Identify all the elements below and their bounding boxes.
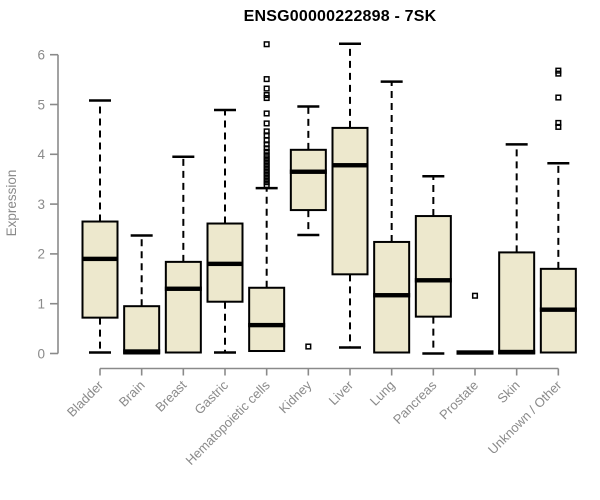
y-tick-label: 5 bbox=[37, 97, 45, 112]
x-tick-label: Unknown / Other bbox=[485, 377, 565, 457]
x-tick-label: Skin bbox=[494, 378, 522, 406]
x-tick-label: Liver bbox=[326, 377, 357, 408]
x-tick-label: Kidney bbox=[276, 377, 315, 416]
median-line bbox=[164, 286, 202, 291]
outlier-point bbox=[263, 128, 270, 135]
y-tick-label: 1 bbox=[37, 297, 45, 312]
x-tick-label: Brain bbox=[116, 378, 148, 410]
outlier-point bbox=[471, 292, 479, 299]
y-tick-label: 3 bbox=[37, 197, 45, 212]
median-line bbox=[414, 278, 452, 283]
x-tick-label: Breast bbox=[152, 377, 189, 414]
box-hematopoietic-cells bbox=[248, 286, 286, 353]
box-skin bbox=[498, 251, 536, 355]
outlier-point bbox=[263, 148, 270, 155]
y-axis-title: Expression bbox=[4, 170, 19, 237]
median-line bbox=[248, 322, 286, 328]
outlier-point bbox=[263, 152, 270, 159]
outlier-point bbox=[263, 137, 270, 144]
outlier-point bbox=[305, 343, 312, 350]
outlier-point bbox=[555, 94, 562, 101]
outlier-point bbox=[555, 67, 562, 74]
box-pancreas bbox=[414, 215, 452, 318]
box-kidney bbox=[289, 148, 327, 212]
x-tick-label: Lung bbox=[367, 378, 398, 409]
outlier-point bbox=[555, 119, 562, 126]
x-tick-label: Prostate bbox=[436, 378, 481, 423]
y-tick-label: 0 bbox=[37, 346, 45, 361]
x-tick-label: Bladder bbox=[64, 377, 107, 420]
median-line bbox=[498, 349, 536, 355]
y-tick-label: 2 bbox=[37, 247, 45, 262]
y-tick-label: 6 bbox=[37, 48, 45, 63]
median-line bbox=[456, 350, 494, 355]
outlier-point bbox=[263, 91, 270, 99]
outlier-point bbox=[263, 120, 270, 127]
median-line bbox=[123, 349, 161, 354]
median-line bbox=[206, 261, 244, 267]
box-bladder bbox=[81, 220, 119, 319]
outlier-point bbox=[263, 41, 270, 48]
y-tick-label: 4 bbox=[37, 147, 45, 162]
box-liver bbox=[331, 126, 369, 276]
outlier-point bbox=[263, 110, 270, 117]
median-line bbox=[289, 169, 327, 174]
x-tick-label: Gastric bbox=[191, 377, 231, 417]
median-line bbox=[81, 256, 119, 262]
chart-title: ENSG00000222898 - 7SK bbox=[243, 8, 437, 25]
x-tick-label: Pancreas bbox=[390, 377, 440, 427]
box-brain bbox=[123, 305, 161, 355]
median-line bbox=[373, 293, 411, 298]
outlier-point bbox=[263, 76, 270, 83]
median-line bbox=[331, 163, 369, 168]
outlier-point bbox=[263, 85, 270, 92]
median-line bbox=[539, 307, 577, 312]
box-breast bbox=[164, 260, 202, 354]
